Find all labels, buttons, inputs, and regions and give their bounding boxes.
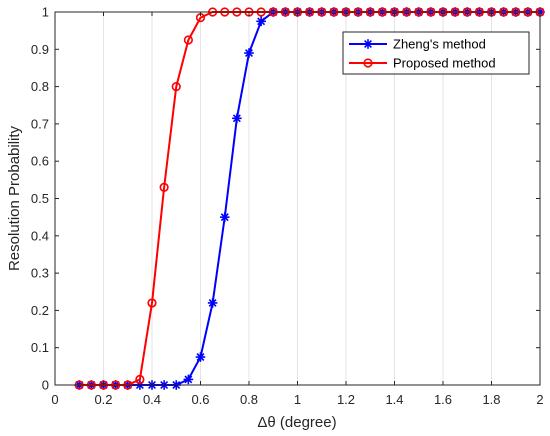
marker-stroke (196, 353, 205, 361)
legend-marker (363, 39, 373, 49)
x-tick-label: 2 (536, 392, 543, 407)
data-point (195, 352, 206, 362)
data-point (232, 113, 242, 124)
data-point (207, 298, 218, 308)
data-point (147, 298, 157, 308)
y-tick-label: 0.3 (31, 266, 49, 281)
x-tick-label: 1.6 (434, 392, 452, 407)
data-point (135, 374, 145, 385)
legend-label: Zheng's method (393, 37, 486, 52)
legend-label: Proposed method (393, 56, 496, 71)
x-axis-label: Δθ (degree) (257, 414, 336, 431)
data-point (244, 48, 254, 58)
x-tick-label: 0 (51, 392, 58, 407)
y-tick-label: 0.6 (31, 154, 49, 169)
x-tick-label: 0.2 (94, 392, 112, 407)
x-tick-label: 0.6 (191, 392, 209, 407)
y-tick-label: 0 (42, 378, 49, 393)
legend-marker (363, 58, 373, 68)
y-tick-label: 0.9 (31, 42, 49, 57)
data-point (219, 212, 230, 222)
y-tick-label: 0.2 (31, 303, 49, 318)
legend-item: Zheng's method (349, 37, 486, 52)
ticks: 0 0.2 0.4 0.6 0.8 1 1.2 1.4 1.6 1.8 2 0 0.1 0.2 0.3 0.4… (31, 5, 544, 408)
y-tick-label: 1 (42, 5, 49, 20)
y-tick-label: 0.4 (31, 228, 49, 243)
marker-stroke (245, 49, 253, 57)
marker-stroke (208, 298, 217, 307)
legend: Zheng's method Proposed method (342, 31, 530, 75)
data-point (256, 16, 266, 27)
data-point (159, 182, 169, 192)
y-tick-label: 0.1 (31, 340, 49, 355)
x-tick-label: 1.2 (337, 392, 355, 407)
x-tick-label: 0.8 (240, 392, 258, 407)
y-axis-label: Resolution Probability (6, 125, 23, 271)
x-tick-label: 0.4 (143, 392, 161, 407)
x-tick-label: 1 (294, 392, 301, 407)
y-tick-label: 0.5 (31, 191, 49, 206)
x-tick-label: 1.4 (385, 392, 403, 407)
marker-stroke (364, 40, 372, 48)
data-point (171, 81, 181, 92)
data-point (183, 35, 193, 45)
data-point (183, 374, 194, 385)
marker-stroke (184, 375, 193, 384)
marker-stroke (232, 114, 241, 123)
y-tick-label: 0.7 (31, 116, 49, 131)
y-tick-label: 0.8 (31, 79, 49, 94)
legend-item: Proposed method (349, 56, 496, 71)
legend-box (342, 31, 530, 75)
marker-stroke (257, 17, 266, 26)
marker-stroke (220, 213, 229, 222)
x-tick-label: 1.8 (482, 392, 500, 407)
